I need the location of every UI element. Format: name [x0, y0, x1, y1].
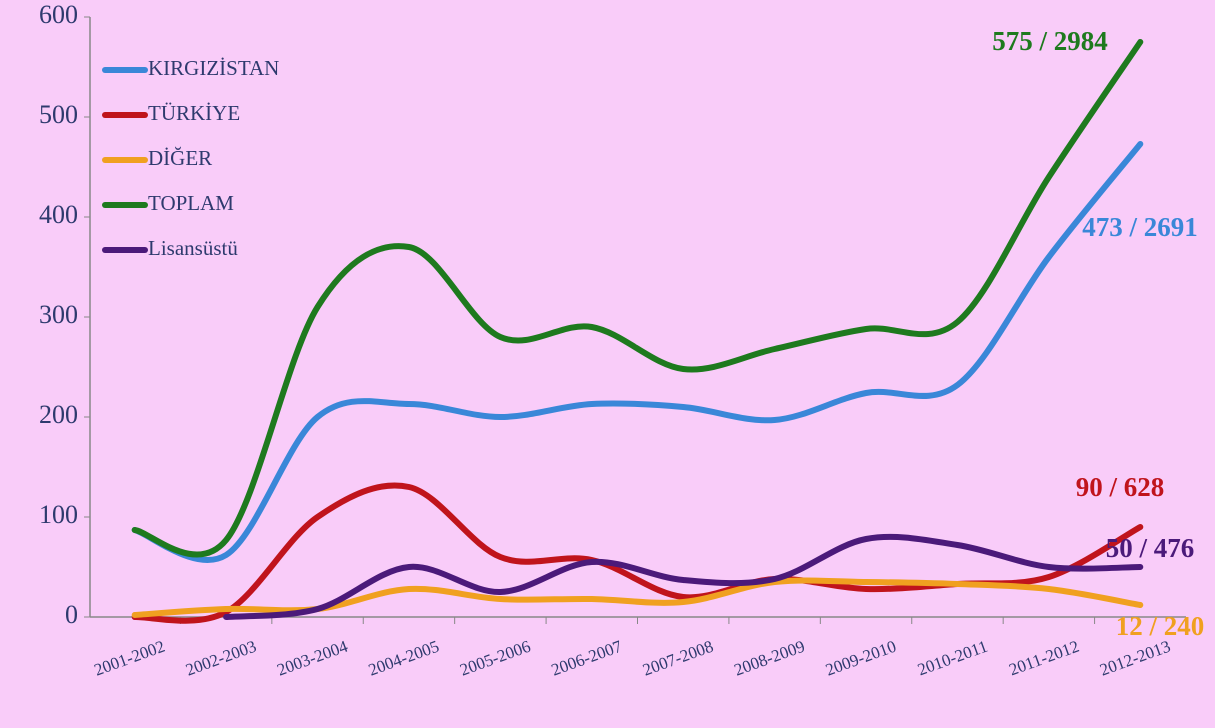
- legend-label: TOPLAM: [148, 191, 234, 215]
- y-tick-label: 0: [65, 600, 78, 629]
- y-tick-label: 100: [39, 500, 78, 529]
- data-label: 90 / 628: [1076, 472, 1165, 502]
- y-tick-label: 200: [39, 400, 78, 429]
- y-tick-label: 400: [39, 200, 78, 229]
- data-label: 575 / 2984: [992, 26, 1108, 56]
- series-line: [131, 141, 1144, 564]
- legend-label: TÜRKİYE: [148, 101, 240, 125]
- y-tick-label: 500: [39, 100, 78, 129]
- data-label: 473 / 2691: [1082, 212, 1198, 242]
- series-line: [131, 39, 1144, 558]
- y-tick-label: 600: [39, 0, 78, 29]
- legend-label: DİĞER: [148, 146, 212, 170]
- legend-label: Lisansüstü: [148, 236, 238, 260]
- y-tick-label: 300: [39, 300, 78, 329]
- series-line: [223, 533, 1144, 620]
- data-label: 50 / 476: [1106, 533, 1195, 563]
- legend-label: KIRGIZİSTAN: [148, 56, 279, 80]
- data-label: 12 / 240: [1116, 611, 1205, 641]
